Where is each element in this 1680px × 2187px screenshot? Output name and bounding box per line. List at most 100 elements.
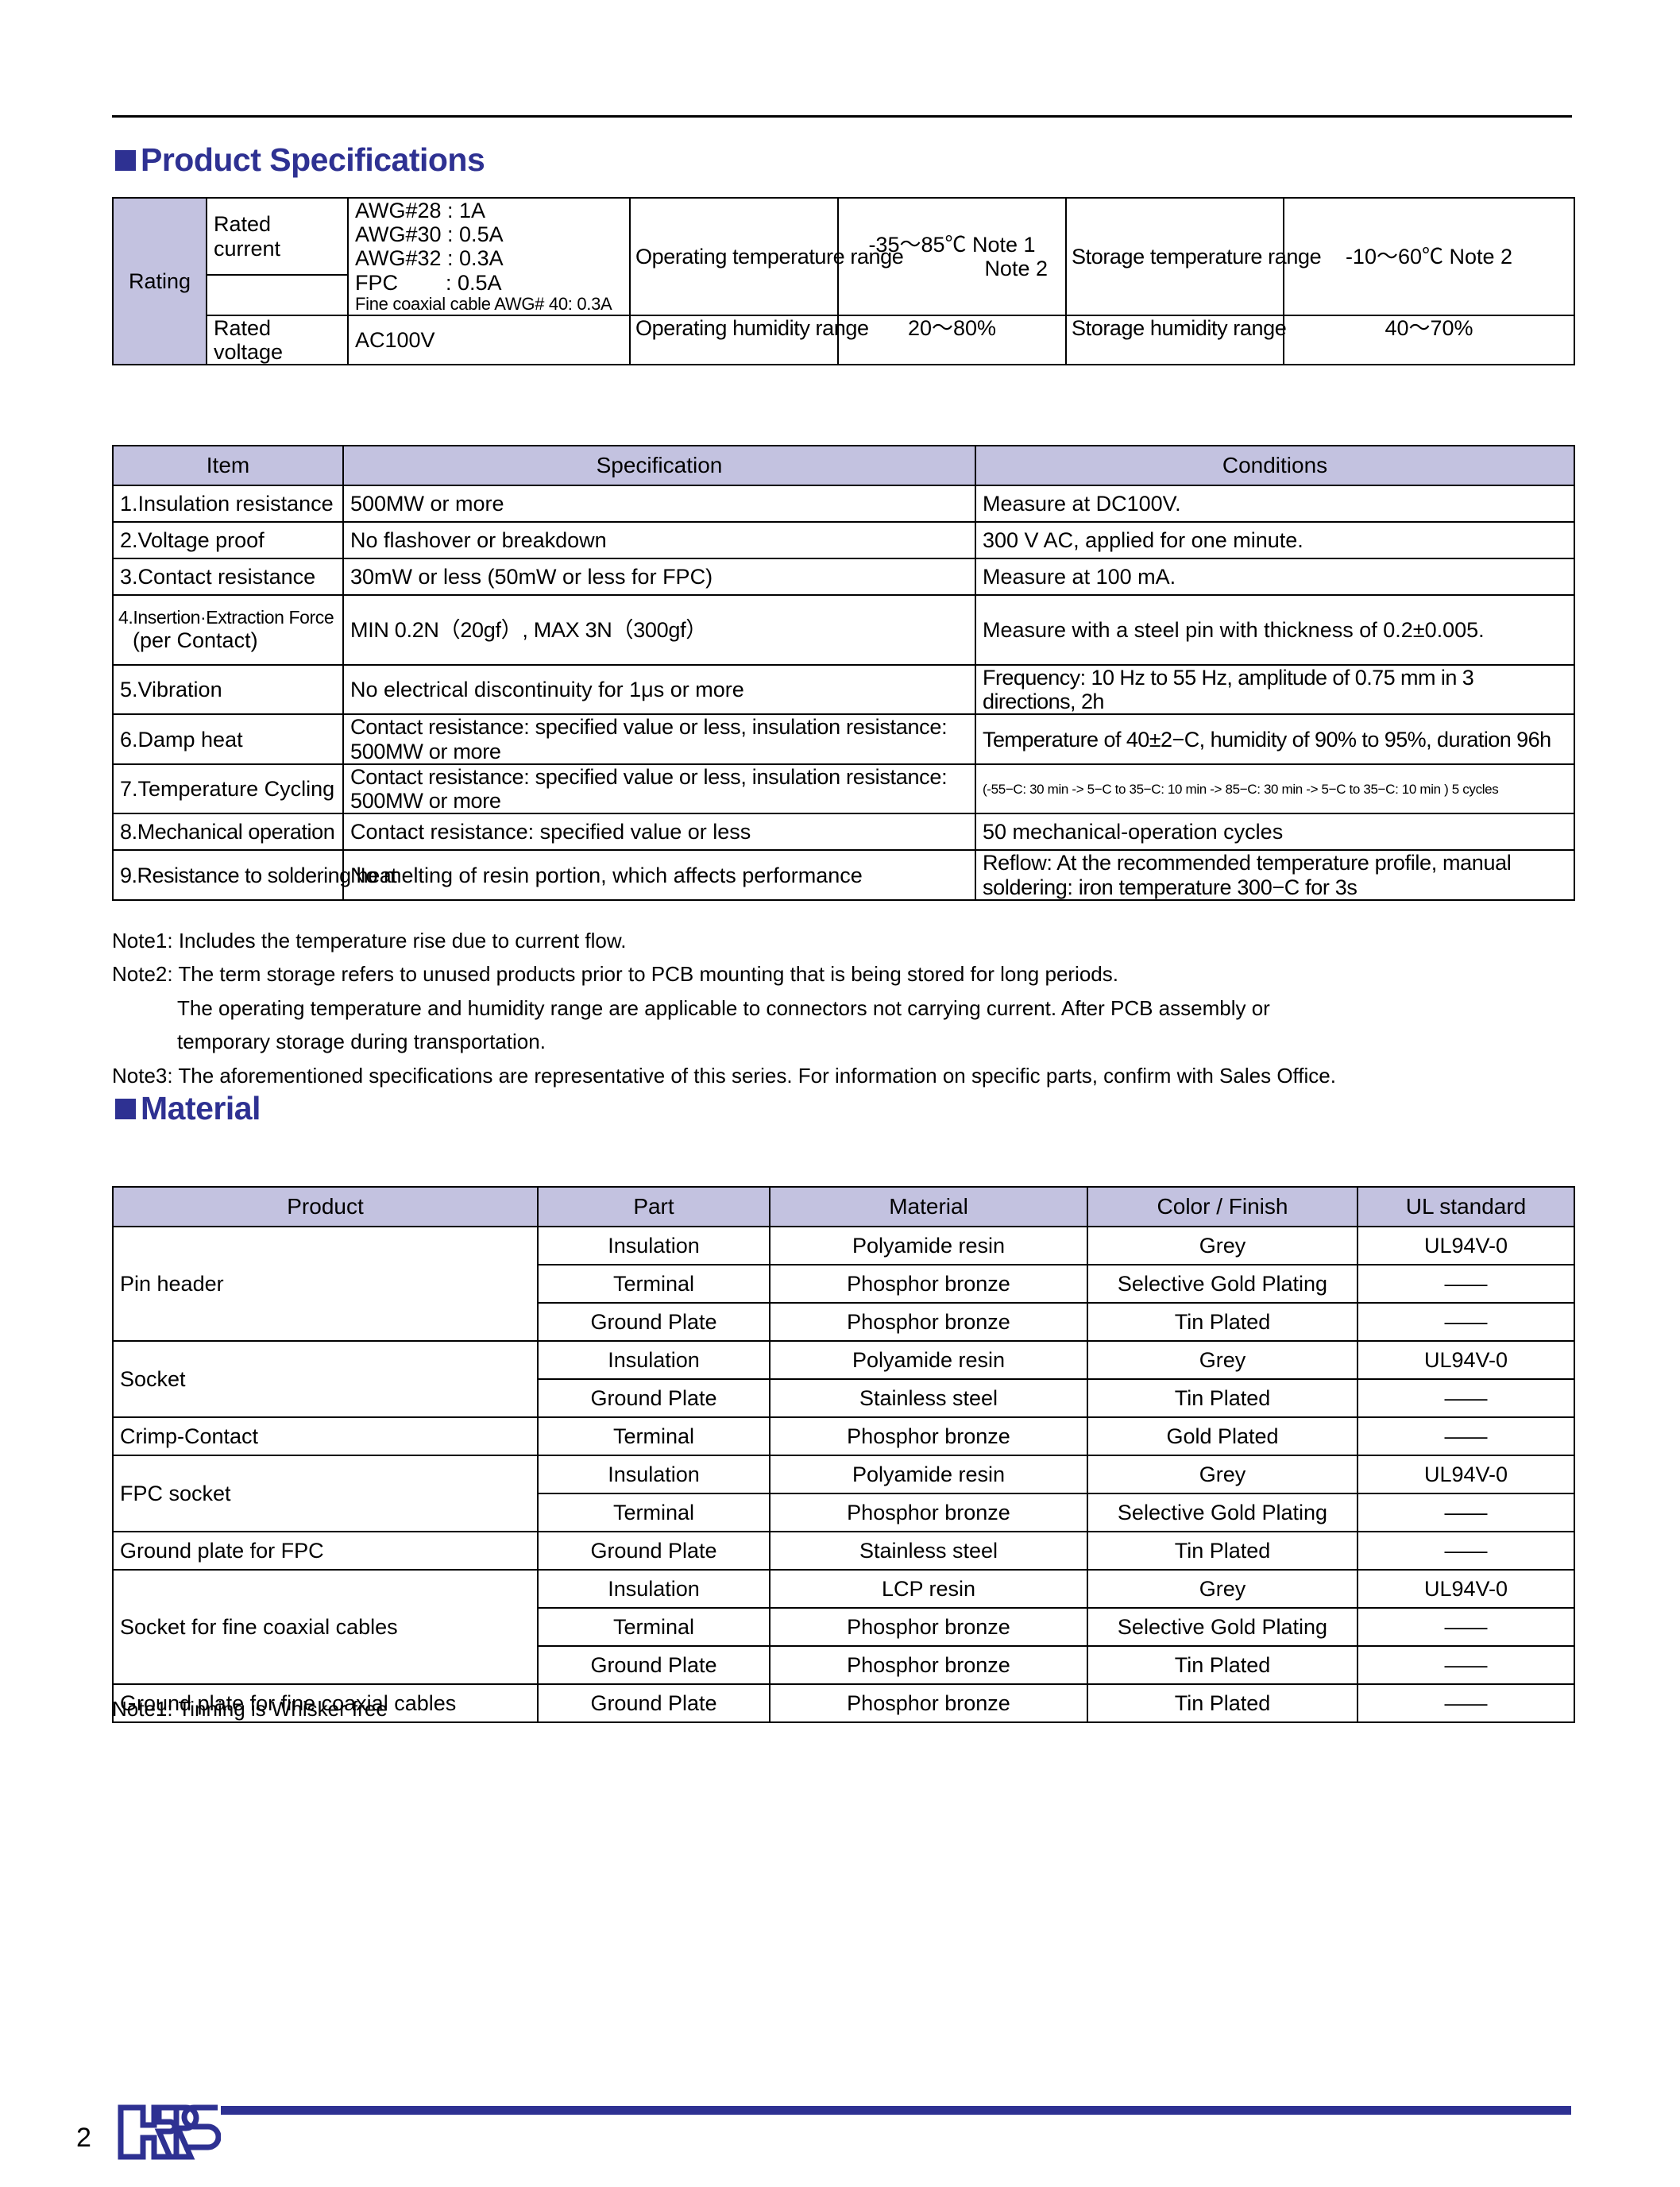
operating-temperature-value-line2: Note 2 bbox=[984, 256, 1048, 280]
spec-item-4-line2: (per Contact) bbox=[133, 628, 258, 652]
material-header-part: Part bbox=[537, 1186, 770, 1227]
table-row: Socket Insulation Polyamide resin Grey U… bbox=[112, 1340, 1575, 1418]
note-2-line2: The operating temperature and humidity r… bbox=[177, 995, 1270, 1020]
rating-row-label: Rating bbox=[112, 196, 207, 366]
note-3: Note3: The aforementioned specifications… bbox=[112, 1063, 1336, 1088]
material-ul: UL94V-0 bbox=[1357, 1569, 1575, 1609]
material-ul: —— bbox=[1357, 1683, 1575, 1723]
spec-item-1: 1.Insulation resistance bbox=[112, 485, 344, 523]
spec-conditions-3: Measure at 100 mA. bbox=[975, 558, 1575, 596]
rated-current-fine-coaxial: Fine coaxial cable AWG# 40: 0.3A bbox=[355, 293, 612, 314]
rated-current-values: AWG#28 : 1A AWG#30 : 0.5A AWG#32 : 0.3A … bbox=[347, 197, 631, 316]
page-number: 2 bbox=[76, 2123, 91, 2153]
material-color: Grey bbox=[1087, 1226, 1358, 1265]
spec-item-2: 2.Voltage proof bbox=[112, 521, 344, 559]
material-color: Tin Plated bbox=[1087, 1531, 1358, 1571]
rated-current-value-2: AWG#32 : 0.3A bbox=[355, 246, 504, 271]
operating-temperature-label: Operating temperature range bbox=[629, 197, 904, 316]
spec-conditions-8: 50 mechanical-operation cycles bbox=[975, 813, 1575, 852]
spec-conditions-7: (-55−C: 30 min -> 5−C to 35−C: 10 min ->… bbox=[975, 763, 1575, 815]
table-row: Crimp-Contact Terminal Phosphor bronze G… bbox=[112, 1416, 1575, 1456]
table-row: Pin header Insulation Polyamide resin Gr… bbox=[112, 1226, 1575, 1342]
material-ul: —— bbox=[1357, 1531, 1575, 1571]
material-material: Polyamide resin bbox=[769, 1226, 1088, 1265]
material-color: Selective Gold Plating bbox=[1087, 1493, 1358, 1532]
storage-temperature-value: -10～60℃ Note 2 bbox=[1283, 197, 1575, 316]
material-material: Phosphor bronze bbox=[769, 1645, 1088, 1685]
note-1: Note1: Includes the temperature rise due… bbox=[112, 929, 627, 952]
material-product-socket: Socket bbox=[112, 1340, 539, 1418]
table-row: Terminal Phosphor bronze Selective Gold … bbox=[113, 1493, 1575, 1532]
material-color: Tin Plated bbox=[1087, 1645, 1358, 1685]
table-header-row: Item Specification Conditions bbox=[112, 445, 1575, 486]
spec-item-6: 6.Damp heat bbox=[112, 713, 344, 765]
material-color: Tin Plated bbox=[1087, 1683, 1358, 1723]
material-ul: UL94V-0 bbox=[1357, 1226, 1575, 1265]
spec-conditions-4: Measure with a steel pin with thickness … bbox=[975, 594, 1575, 666]
material-product-ground-plate-fine-coaxial: Ground plate for fine coaxial cables bbox=[112, 1683, 539, 1723]
spec-specification-9: No melting of resin portion, which affec… bbox=[342, 849, 976, 901]
rated-voltage-label: Rated voltage bbox=[206, 314, 349, 366]
spec-specification-2: No flashover or breakdown bbox=[342, 521, 976, 559]
spec-conditions-1: Measure at DC100V. bbox=[975, 485, 1575, 523]
material-part: Insulation bbox=[537, 1226, 770, 1265]
material-ul: —— bbox=[1357, 1607, 1575, 1647]
spec-conditions-6: Temperature of 40±2−C, humidity of 90% t… bbox=[975, 713, 1575, 765]
table-row: 7.Temperature Cycling Contact resistance… bbox=[112, 763, 1575, 815]
material-part: Terminal bbox=[537, 1264, 770, 1304]
footer-rule bbox=[221, 2106, 1571, 2115]
section-heading-label: Product Specifications bbox=[141, 141, 485, 178]
spec-specification-4: MIN 0.2N（20gf）, MAX 3N（300gf） bbox=[342, 594, 976, 666]
spec-item-9: 9.Resistance to soldering heat bbox=[112, 849, 397, 901]
material-part: Terminal bbox=[537, 1607, 770, 1647]
material-part: Insulation bbox=[537, 1455, 770, 1494]
rating-table: Rating Rated current AWG#28 : 1A AWG#30 … bbox=[112, 196, 1575, 366]
table-row: Terminal Phosphor bronze Selective Gold … bbox=[113, 1607, 1575, 1647]
material-material: Phosphor bronze bbox=[769, 1264, 1088, 1304]
material-material: Phosphor bronze bbox=[769, 1416, 1088, 1456]
material-ul: —— bbox=[1357, 1302, 1575, 1342]
material-material: Polyamide resin bbox=[769, 1340, 1088, 1380]
material-ul: —— bbox=[1357, 1378, 1575, 1418]
material-color: Selective Gold Plating bbox=[1087, 1264, 1358, 1304]
section-heading-product-specifications: Product Specifications bbox=[115, 141, 485, 179]
material-ul: UL94V-0 bbox=[1357, 1455, 1575, 1494]
specification-notes: Note1: Includes the temperature rise due… bbox=[112, 924, 1589, 1092]
note-2-line3: temporary storage during transportation. bbox=[177, 1030, 546, 1054]
rated-current-value-0: AWG#28 : 1A bbox=[355, 199, 486, 222]
material-product-pin-header: Pin header bbox=[112, 1226, 539, 1342]
material-color: Tin Plated bbox=[1087, 1302, 1358, 1342]
spec-conditions-5: Frequency: 10 Hz to 55 Hz, amplitude of … bbox=[975, 663, 1575, 716]
spec-item-4-line1: 4.Insertion·Extraction Force bbox=[118, 607, 334, 628]
material-product-ground-plate-fpc: Ground plate for FPC bbox=[112, 1531, 539, 1571]
table-row: Ground Plate Stainless steel Tin Plated … bbox=[113, 1378, 1575, 1418]
spec-conditions-9: Reflow: At the recommended temperature p… bbox=[975, 849, 1575, 901]
top-rule-divider bbox=[112, 115, 1572, 118]
material-part: Terminal bbox=[537, 1493, 770, 1532]
material-part: Ground Plate bbox=[537, 1302, 770, 1342]
table-row: Socket for fine coaxial cables Insulatio… bbox=[112, 1569, 1575, 1685]
hrs-logo-icon bbox=[118, 2104, 222, 2160]
spec-conditions-2: 300 V AC, applied for one minute. bbox=[975, 521, 1575, 559]
table-row bbox=[113, 275, 1574, 315]
material-color: Tin Plated bbox=[1087, 1378, 1358, 1418]
storage-humidity-value: 40～70% bbox=[1283, 315, 1575, 366]
rated-current-value-3: FPC : 0.5A bbox=[355, 270, 502, 295]
rated-current-label-spacer bbox=[206, 275, 349, 315]
material-part: Terminal bbox=[537, 1416, 770, 1456]
material-header-material: Material bbox=[769, 1186, 1088, 1227]
material-material: Stainless steel bbox=[769, 1531, 1088, 1571]
hrs-logo bbox=[118, 2101, 222, 2167]
rated-voltage-value: AC100V bbox=[347, 314, 631, 366]
material-material: Stainless steel bbox=[769, 1378, 1088, 1418]
material-color: Selective Gold Plating bbox=[1087, 1607, 1358, 1647]
spec-specification-8: Contact resistance: specified value or l… bbox=[342, 813, 976, 852]
spec-specification-7: Contact resistance: specified value or l… bbox=[342, 763, 976, 815]
table-row: 9.Resistance to soldering heat No meltin… bbox=[112, 849, 1575, 901]
material-material: Phosphor bronze bbox=[769, 1302, 1088, 1342]
table-row: 6.Damp heat Contact resistance: specifie… bbox=[112, 713, 1575, 765]
material-ul: UL94V-0 bbox=[1357, 1340, 1575, 1380]
material-ul: —— bbox=[1357, 1264, 1575, 1304]
spec-header-conditions: Conditions bbox=[975, 445, 1575, 486]
